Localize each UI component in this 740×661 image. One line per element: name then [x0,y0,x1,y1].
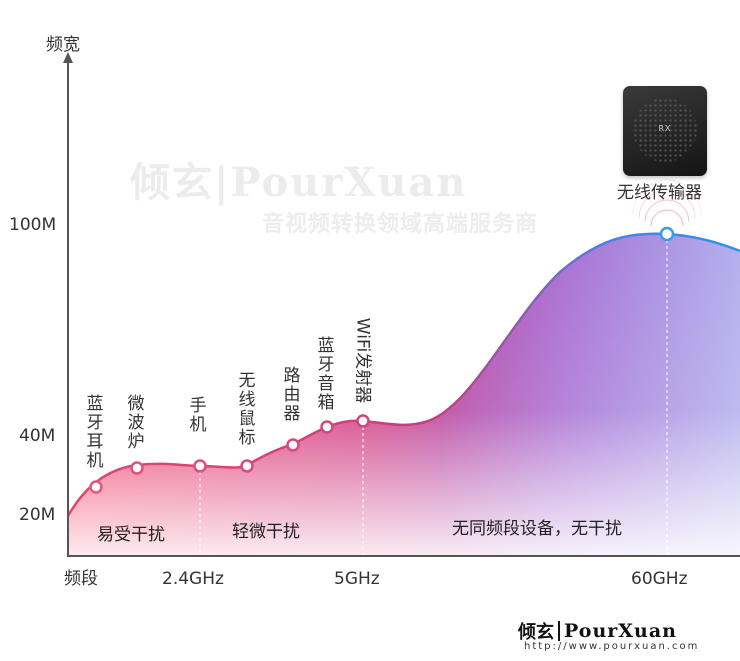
point-wireless-mouse [240,459,254,473]
device-label-bluetooth-speaker: 蓝牙音箱 [317,336,335,413]
y-axis-title: 频宽 [46,35,80,55]
x-tick-5ghz: 5GHz [334,569,380,589]
curve-line [66,232,740,517]
device-label-wireless-mouse: 无线鼠标 [238,371,256,448]
x-tick-60ghz: 60GHz [631,569,688,589]
y-tick-100m: 100M [9,215,57,235]
device-label-wifi-transmitter: WiFi发射器 [352,317,373,404]
wireless-transmitter-device: RX [623,86,707,176]
area-fade-right [68,233,740,556]
y-axis-arrow [63,52,73,63]
logo-divider [558,621,560,641]
point-wireless-transmitter [659,226,675,242]
speaker-grill-icon [633,98,697,162]
point-bluetooth-speaker [320,420,334,434]
signal-rings [632,179,702,227]
logo-english: PourXuan [564,620,677,642]
watermark-tagline: 音视频转换领域高端服务商 [262,212,539,237]
zone-label-slight: 轻微干扰 [232,522,300,542]
x-axis-title: 频段 [64,569,98,589]
y-tick-20m: 20M [19,505,56,525]
zone-label-susceptible: 易受干扰 [97,525,165,545]
point-router [286,438,300,452]
point-phone [193,459,207,473]
logo-chinese: 倾玄 [518,622,554,643]
watermark-brand: 倾玄|PourXuan [130,159,468,206]
footer-url[interactable]: http://www.pourxuan.com [524,641,700,652]
point-microwave [130,461,144,475]
x-tick-2-4ghz: 2.4GHz [162,569,224,589]
device-label-router: 路由器 [283,366,301,424]
data-points [89,226,675,494]
device-label-bluetooth-earphone: 蓝牙耳机 [86,394,104,471]
point-bluetooth-earphone [89,480,103,494]
device-label-phone: 手机 [189,396,207,435]
peak-device-label: 无线传输器 [617,183,702,203]
device-badge: RX [658,124,672,133]
footer-logo: 倾玄 PourXuan [518,620,677,643]
y-tick-40m: 40M [19,426,56,446]
zone-label-none: 无同频段设备，无干扰 [452,519,622,539]
point-wifi-transmitter [356,414,370,428]
device-label-microwave: 微波炉 [127,394,145,452]
